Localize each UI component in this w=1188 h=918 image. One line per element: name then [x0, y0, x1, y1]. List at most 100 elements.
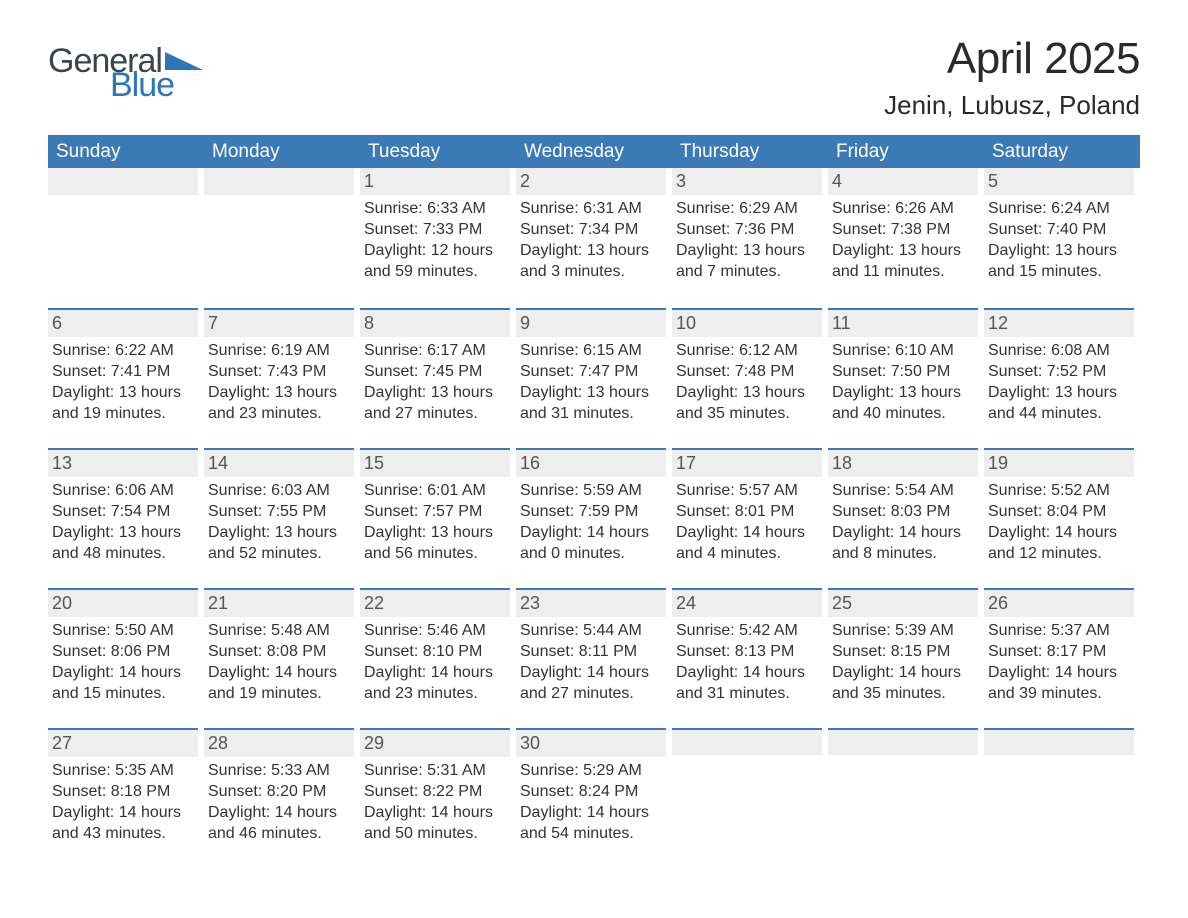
day-cell: 21 Sunrise: 5:48 AMSunset: 8:08 PMDayligh…: [204, 588, 360, 708]
day-cell: [672, 728, 828, 848]
day-body: Sunrise: 6:01 AMSunset: 7:57 PMDaylight:…: [360, 481, 510, 564]
sunrise-line: Sunrise: 6:29 AM: [676, 199, 822, 220]
empty-day-header: [204, 168, 354, 195]
day-body: Sunrise: 6:03 AMSunset: 7:55 PMDaylight:…: [204, 481, 354, 564]
day-body: Sunrise: 5:33 AMSunset: 8:20 PMDaylight:…: [204, 761, 354, 844]
sunset-line: Sunset: 8:18 PM: [52, 782, 198, 803]
day-cell: 19Sunrise: 5:52 AMSunset: 8:04 PMDayligh…: [984, 448, 1140, 568]
day-body: Sunrise: 6:12 AMSunset: 7:48 PMDaylight:…: [672, 341, 822, 424]
sunrise-line: Sunrise: 5:46 AM: [364, 621, 510, 642]
sunset-line: Sunset: 7:52 PM: [988, 362, 1134, 383]
daylight-line: Daylight: 13 hours and 15 minutes.: [988, 241, 1134, 283]
sunrise-line: Sunrise: 5:39 AM: [832, 621, 978, 642]
daylight-line: Daylight: 13 hours and 31 minutes.: [520, 383, 666, 425]
sunset-line: Sunset: 8:03 PM: [832, 502, 978, 523]
day-body: Sunrise: 6:10 AMSunset: 7:50 PMDaylight:…: [828, 341, 978, 424]
sunset-line: Sunset: 7:43 PM: [208, 362, 354, 383]
dow-monday: Monday: [204, 135, 360, 168]
daylight-line: Daylight: 13 hours and 11 minutes.: [832, 241, 978, 283]
sunset-line: Sunset: 7:41 PM: [52, 362, 198, 383]
sunset-line: Sunset: 8:06 PM: [52, 642, 198, 663]
day-number: 6: [48, 308, 198, 337]
day-cell: 27Sunrise: 5:35 AMSunset: 8:18 PMDayligh…: [48, 728, 204, 848]
empty-day-header: [984, 728, 1134, 755]
sunset-line: Sunset: 8:04 PM: [988, 502, 1134, 523]
dow-wednesday: Wednesday: [516, 135, 672, 168]
logo: General Blue: [48, 34, 207, 102]
day-number: 9: [516, 308, 666, 337]
sunset-line: Sunset: 7:50 PM: [832, 362, 978, 383]
day-body: Sunrise: 5:52 AMSunset: 8:04 PMDaylight:…: [984, 481, 1134, 564]
sunset-line: Sunset: 7:59 PM: [520, 502, 666, 523]
day-body: Sunrise: 6:26 AMSunset: 7:38 PMDaylight:…: [828, 199, 978, 282]
day-number: 17: [672, 448, 822, 477]
header: General Blue April 2025 Jenin, Lubusz, P…: [48, 34, 1140, 121]
day-cell: 17Sunrise: 5:57 AMSunset: 8:01 PMDayligh…: [672, 448, 828, 568]
daylight-line: Daylight: 13 hours and 52 minutes.: [208, 523, 354, 565]
sunset-line: Sunset: 8:20 PM: [208, 782, 354, 803]
daylight-line: Daylight: 14 hours and 4 minutes.: [676, 523, 822, 565]
day-cell: 12 Sunrise: 6:08 AMSunset: 7:52 PMDayligh…: [984, 308, 1140, 428]
day-cell: 4Sunrise: 6:26 AMSunset: 7:38 PMDaylight…: [828, 168, 984, 288]
sunrise-line: Sunrise: 5:33 AM: [208, 761, 354, 782]
sunrise-line: Sunrise: 5:57 AM: [676, 481, 822, 502]
day-body: Sunrise: 6:19 AMSunset: 7:43 PMDaylight:…: [204, 341, 354, 424]
day-cell: 8Sunrise: 6:17 AMSunset: 7:45 PMDaylight…: [360, 308, 516, 428]
daylight-line: Daylight: 13 hours and 7 minutes.: [676, 241, 822, 283]
sunset-line: Sunset: 7:45 PM: [364, 362, 510, 383]
sunset-line: Sunset: 8:08 PM: [208, 642, 354, 663]
sunset-line: Sunset: 7:34 PM: [520, 220, 666, 241]
day-cell: [48, 168, 204, 288]
day-body: Sunrise: 5:59 AMSunset: 7:59 PMDaylight:…: [516, 481, 666, 564]
day-number: 3: [672, 168, 822, 195]
daylight-line: Daylight: 13 hours and 27 minutes.: [364, 383, 510, 425]
week-row: 6Sunrise: 6:22 AMSunset: 7:41 PMDaylight…: [48, 308, 1140, 428]
daylight-line: Daylight: 14 hours and 39 minutes.: [988, 663, 1134, 705]
day-number: 12: [984, 308, 1134, 337]
daylight-line: Daylight: 14 hours and 27 minutes.: [520, 663, 666, 705]
sunrise-line: Sunrise: 5:35 AM: [52, 761, 198, 782]
daylight-line: Daylight: 13 hours and 48 minutes.: [52, 523, 198, 565]
day-cell: 16Sunrise: 5:59 AMSunset: 7:59 PMDayligh…: [516, 448, 672, 568]
day-cell: 9Sunrise: 6:15 AMSunset: 7:47 PMDaylight…: [516, 308, 672, 428]
daylight-line: Daylight: 13 hours and 40 minutes.: [832, 383, 978, 425]
sunset-line: Sunset: 7:38 PM: [832, 220, 978, 241]
day-cell: 5Sunrise: 6:24 AMSunset: 7:40 PMDaylight…: [984, 168, 1140, 288]
day-body: Sunrise: 5:39 AMSunset: 8:15 PMDaylight:…: [828, 621, 978, 704]
sunrise-line: Sunrise: 6:06 AM: [52, 481, 198, 502]
sunset-line: Sunset: 7:57 PM: [364, 502, 510, 523]
daylight-line: Daylight: 13 hours and 56 minutes.: [364, 523, 510, 565]
sunset-line: Sunset: 7:40 PM: [988, 220, 1134, 241]
dow-sunday: Sunday: [48, 135, 204, 168]
day-number: 20: [48, 588, 198, 617]
sunset-line: Sunset: 7:33 PM: [364, 220, 510, 241]
daylight-line: Daylight: 14 hours and 8 minutes.: [832, 523, 978, 565]
sunrise-line: Sunrise: 5:52 AM: [988, 481, 1134, 502]
daylight-line: Daylight: 13 hours and 23 minutes.: [208, 383, 354, 425]
day-cell: 15Sunrise: 6:01 AMSunset: 7:57 PMDayligh…: [360, 448, 516, 568]
month-title: April 2025: [884, 34, 1140, 84]
title-block: April 2025 Jenin, Lubusz, Poland: [884, 34, 1140, 121]
day-body: Sunrise: 5:37 AMSunset: 8:17 PMDaylight:…: [984, 621, 1134, 704]
day-body: Sunrise: 5:48 AMSunset: 8:08 PMDaylight:…: [204, 621, 354, 704]
sunrise-line: Sunrise: 6:03 AM: [208, 481, 354, 502]
sunrise-line: Sunrise: 6:01 AM: [364, 481, 510, 502]
day-body: Sunrise: 6:08 AMSunset: 7:52 PMDaylight:…: [984, 341, 1134, 424]
dow-thursday: Thursday: [672, 135, 828, 168]
day-number: 10: [672, 308, 822, 337]
sunset-line: Sunset: 7:36 PM: [676, 220, 822, 241]
day-cell: [204, 168, 360, 288]
day-cell: 20Sunrise: 5:50 AMSunset: 8:06 PMDayligh…: [48, 588, 204, 708]
daylight-line: Daylight: 13 hours and 35 minutes.: [676, 383, 822, 425]
daylight-line: Daylight: 14 hours and 19 minutes.: [208, 663, 354, 705]
day-cell: 14Sunrise: 6:03 AMSunset: 7:55 PMDayligh…: [204, 448, 360, 568]
day-cell: 10 Sunrise: 6:12 AMSunset: 7:48 PMDayligh…: [672, 308, 828, 428]
sunrise-line: Sunrise: 5:54 AM: [832, 481, 978, 502]
sunrise-line: Sunrise: 5:37 AM: [988, 621, 1134, 642]
day-body: Sunrise: 5:46 AMSunset: 8:10 PMDaylight:…: [360, 621, 510, 704]
daylight-line: Daylight: 14 hours and 15 minutes.: [52, 663, 198, 705]
calendar: SundayMondayTuesdayWednesdayThursdayFrid…: [48, 135, 1140, 848]
day-number: 21: [204, 588, 354, 617]
day-of-week-header: SundayMondayTuesdayWednesdayThursdayFrid…: [48, 135, 1140, 168]
dow-saturday: Saturday: [984, 135, 1140, 168]
